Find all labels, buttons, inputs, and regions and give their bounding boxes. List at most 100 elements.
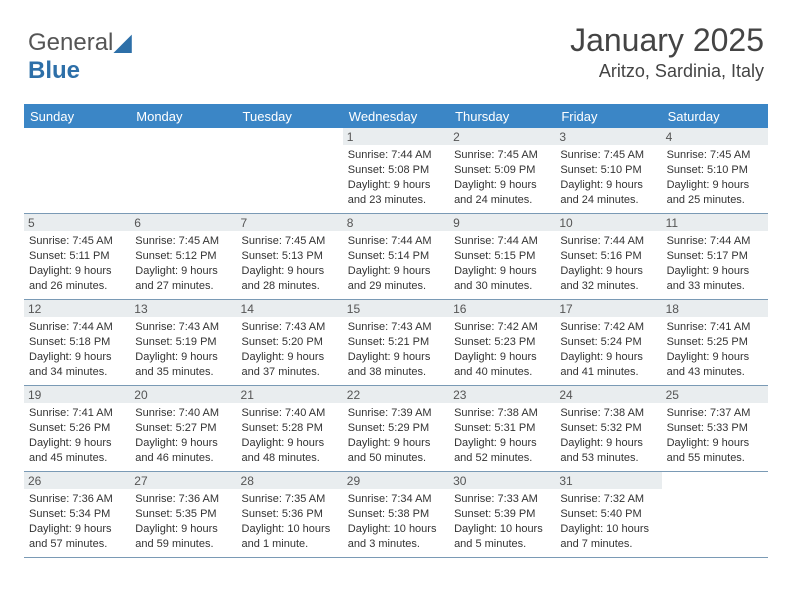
dow-thursday: Thursday — [449, 109, 555, 124]
day-cell: 27Sunrise: 7:36 AMSunset: 5:35 PMDayligh… — [130, 472, 236, 557]
day-cell: 12Sunrise: 7:44 AMSunset: 5:18 PMDayligh… — [24, 300, 130, 385]
day-cell: 11Sunrise: 7:44 AMSunset: 5:17 PMDayligh… — [662, 214, 768, 299]
sunset-text: Sunset: 5:29 PM — [348, 421, 444, 436]
sunset-text: Sunset: 5:35 PM — [135, 507, 231, 522]
sunset-text: Sunset: 5:25 PM — [667, 335, 763, 350]
day-cell: 6Sunrise: 7:45 AMSunset: 5:12 PMDaylight… — [130, 214, 236, 299]
day-cell: 18Sunrise: 7:41 AMSunset: 5:25 PMDayligh… — [662, 300, 768, 385]
sunrise-text: Sunrise: 7:41 AM — [667, 320, 763, 335]
day-number: 26 — [24, 472, 130, 489]
week-row: 1Sunrise: 7:44 AMSunset: 5:08 PMDaylight… — [24, 128, 768, 214]
calendar-body: 1Sunrise: 7:44 AMSunset: 5:08 PMDaylight… — [24, 128, 768, 558]
sunset-text: Sunset: 5:15 PM — [454, 249, 550, 264]
sunset-text: Sunset: 5:09 PM — [454, 163, 550, 178]
sunset-text: Sunset: 5:08 PM — [348, 163, 444, 178]
day-cell: 26Sunrise: 7:36 AMSunset: 5:34 PMDayligh… — [24, 472, 130, 557]
day-cell: 3Sunrise: 7:45 AMSunset: 5:10 PMDaylight… — [555, 128, 661, 213]
daylight-text: Daylight: 9 hours and 53 minutes. — [560, 436, 656, 466]
daylight-text: Daylight: 9 hours and 23 minutes. — [348, 178, 444, 208]
daylight-text: Daylight: 9 hours and 48 minutes. — [242, 436, 338, 466]
daylight-text: Daylight: 9 hours and 30 minutes. — [454, 264, 550, 294]
day-cell — [237, 128, 343, 213]
day-cell: 21 Sunrise: 7:40 AMSunset: 5:28 PMDayligh… — [237, 386, 343, 471]
dow-sunday: Sunday — [24, 109, 130, 124]
sunrise-text: Sunrise: 7:45 AM — [560, 148, 656, 163]
day-cell: 1Sunrise: 7:44 AMSunset: 5:08 PMDaylight… — [343, 128, 449, 213]
day-number: 22 — [343, 386, 449, 403]
daylight-text: Daylight: 10 hours and 5 minutes. — [454, 522, 550, 552]
brand-name-2: Blue — [28, 57, 80, 84]
daylight-text: Daylight: 9 hours and 32 minutes. — [560, 264, 656, 294]
page-title: January 2025 — [570, 22, 764, 59]
day-cell: 4Sunrise: 7:45 AMSunset: 5:10 PMDaylight… — [662, 128, 768, 213]
location: Aritzo, Sardinia, Italy — [570, 61, 764, 82]
daylight-text: Daylight: 10 hours and 1 minute. — [242, 522, 338, 552]
day-number: 6 — [130, 214, 236, 231]
sunset-text: Sunset: 5:40 PM — [560, 507, 656, 522]
day-number: 9 — [449, 214, 555, 231]
sunrise-text: Sunrise: 7:35 AM — [242, 492, 338, 507]
day-number: 27 — [130, 472, 236, 489]
sunrise-text: Sunrise: 7:33 AM — [454, 492, 550, 507]
day-cell: 25Sunrise: 7:37 AMSunset: 5:33 PMDayligh… — [662, 386, 768, 471]
daylight-text: Daylight: 9 hours and 46 minutes. — [135, 436, 231, 466]
daylight-text: Daylight: 9 hours and 43 minutes. — [667, 350, 763, 380]
sunset-text: Sunset: 5:19 PM — [135, 335, 231, 350]
day-number: 28 — [237, 472, 343, 489]
day-cell: 17Sunrise: 7:42 AMSunset: 5:24 PMDayligh… — [555, 300, 661, 385]
day-number: 30 — [449, 472, 555, 489]
daylight-text: Daylight: 9 hours and 45 minutes. — [29, 436, 125, 466]
daylight-text: Daylight: 9 hours and 35 minutes. — [135, 350, 231, 380]
sunset-text: Sunset: 5:32 PM — [560, 421, 656, 436]
sunset-text: Sunset: 5:33 PM — [667, 421, 763, 436]
sunrise-text: Sunrise: 7:38 AM — [454, 406, 550, 421]
daylight-text: Daylight: 9 hours and 33 minutes. — [667, 264, 763, 294]
sunset-text: Sunset: 5:28 PM — [242, 421, 338, 436]
day-cell: 7Sunrise: 7:45 AMSunset: 5:13 PMDaylight… — [237, 214, 343, 299]
day-number: 12 — [24, 300, 130, 317]
day-cell: 20Sunrise: 7:40 AMSunset: 5:27 PMDayligh… — [130, 386, 236, 471]
day-cell: 10Sunrise: 7:44 AMSunset: 5:16 PMDayligh… — [555, 214, 661, 299]
sunrise-text: Sunrise: 7:45 AM — [242, 234, 338, 249]
day-number: 21 — [237, 386, 343, 403]
day-number: 2 — [449, 128, 555, 145]
daylight-text: Daylight: 9 hours and 40 minutes. — [454, 350, 550, 380]
dow-monday: Monday — [130, 109, 236, 124]
day-cell: 14Sunrise: 7:43 AMSunset: 5:20 PMDayligh… — [237, 300, 343, 385]
daylight-text: Daylight: 9 hours and 59 minutes. — [135, 522, 231, 552]
sunset-text: Sunset: 5:31 PM — [454, 421, 550, 436]
daylight-text: Daylight: 9 hours and 29 minutes. — [348, 264, 444, 294]
sunset-text: Sunset: 5:13 PM — [242, 249, 338, 264]
sunrise-text: Sunrise: 7:39 AM — [348, 406, 444, 421]
sunrise-text: Sunrise: 7:40 AM — [242, 406, 338, 421]
day-cell: 30 Sunrise: 7:33 AMSunset: 5:39 PMDayligh… — [449, 472, 555, 557]
sunset-text: Sunset: 5:21 PM — [348, 335, 444, 350]
brand-logo-icon: ◢ — [113, 29, 131, 56]
daylight-text: Daylight: 9 hours and 27 minutes. — [135, 264, 231, 294]
day-cell: 22 Sunrise: 7:39 AMSunset: 5:29 PMDayligh… — [343, 386, 449, 471]
sunset-text: Sunset: 5:36 PM — [242, 507, 338, 522]
day-number: 31 — [555, 472, 661, 489]
day-number: 14 — [237, 300, 343, 317]
day-number: 13 — [130, 300, 236, 317]
sunrise-text: Sunrise: 7:42 AM — [454, 320, 550, 335]
brand-name-1: General — [28, 29, 113, 56]
sunset-text: Sunset: 5:38 PM — [348, 507, 444, 522]
daylight-text: Daylight: 9 hours and 24 minutes. — [454, 178, 550, 208]
sunrise-text: Sunrise: 7:44 AM — [348, 234, 444, 249]
daylight-text: Daylight: 9 hours and 24 minutes. — [560, 178, 656, 208]
day-cell: 9Sunrise: 7:44 AMSunset: 5:15 PMDaylight… — [449, 214, 555, 299]
daylight-text: Daylight: 9 hours and 57 minutes. — [29, 522, 125, 552]
dow-saturday: Saturday — [662, 109, 768, 124]
day-number: 5 — [24, 214, 130, 231]
day-cell — [662, 472, 768, 557]
sunset-text: Sunset: 5:14 PM — [348, 249, 444, 264]
sunset-text: Sunset: 5:39 PM — [454, 507, 550, 522]
dow-tuesday: Tuesday — [237, 109, 343, 124]
sunrise-text: Sunrise: 7:45 AM — [667, 148, 763, 163]
daylight-text: Daylight: 9 hours and 50 minutes. — [348, 436, 444, 466]
sunset-text: Sunset: 5:12 PM — [135, 249, 231, 264]
day-cell: 31Sunrise: 7:32 AMSunset: 5:40 PMDayligh… — [555, 472, 661, 557]
sunrise-text: Sunrise: 7:41 AM — [29, 406, 125, 421]
day-number: 16 — [449, 300, 555, 317]
